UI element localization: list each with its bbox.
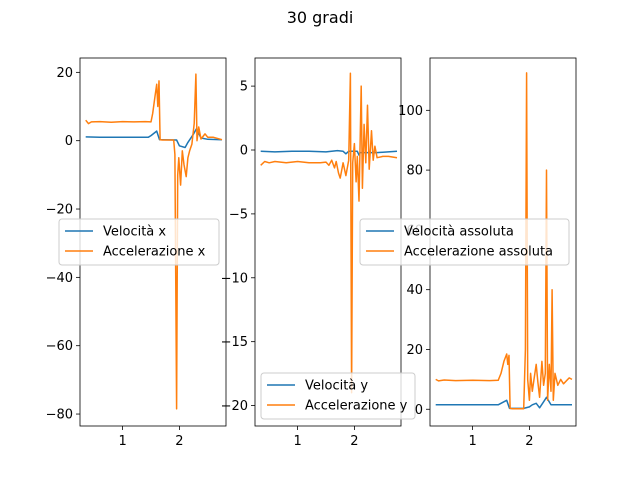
y-tick-label: −80 (46, 408, 73, 423)
y-tick-label: −15 (221, 335, 248, 350)
subplot-2: 1 2 5 0 −5 −10 −15 −20 Velocità y Accelerazione y (221, 57, 416, 449)
subplot-3: 12100806040200Velocità assolutaAcceleraz… (359, 57, 577, 449)
legend-label: Velocità y (305, 379, 368, 394)
y-tick-label: 100 (398, 104, 423, 119)
y-tick-label: 0 (415, 403, 423, 418)
series-line-2 (435, 72, 573, 410)
x-tick-label: 2 (350, 434, 358, 449)
y-tick-label: −5 (229, 207, 248, 222)
y-tick-label: 40 (406, 283, 423, 298)
y-tick-label: 20 (56, 66, 73, 81)
y-tick-label: 0 (65, 134, 73, 149)
y-tick-label: 5 (240, 80, 248, 95)
legend: Velocità x Accelerazione x (58, 218, 220, 266)
legend-label: Velocità assoluta (404, 225, 514, 240)
x-tick-label: 1 (468, 434, 476, 449)
legend: Velocità y Accelerazione y (260, 372, 416, 420)
legend-box (58, 218, 220, 266)
y-tick-label: 20 (406, 343, 423, 358)
y-tick-label: 0 (240, 144, 248, 159)
y-tick-label: −20 (46, 203, 73, 218)
legend-label: Accelerazione assoluta (404, 245, 553, 260)
y-tick-label: 80 (406, 164, 423, 179)
legend-box (260, 372, 416, 420)
figure-suptitle: 30 gradi (287, 8, 354, 27)
x-tick-label: 1 (118, 434, 126, 449)
series-line-2 (85, 73, 223, 410)
legend: Velocità assoluta Accelerazione assoluta (359, 218, 570, 266)
x-tick-label: 1 (293, 434, 301, 449)
legend-label: Velocità x (103, 225, 166, 240)
y-tick-label: −60 (46, 339, 73, 354)
legend-label: Accelerazione x (103, 245, 206, 260)
x-tick-label: 2 (175, 434, 183, 449)
x-tick-label: 2 (525, 434, 533, 449)
y-tick-label: −20 (221, 399, 248, 414)
y-tick-label: −40 (46, 271, 73, 286)
legend-label: Accelerazione y (305, 399, 408, 414)
legend-box (359, 218, 570, 266)
subplot-1: 1 2 20 0 −20 −40 −60 −80 Velocità x Accelerazione… (46, 57, 227, 449)
y-tick-label: −10 (221, 271, 248, 286)
